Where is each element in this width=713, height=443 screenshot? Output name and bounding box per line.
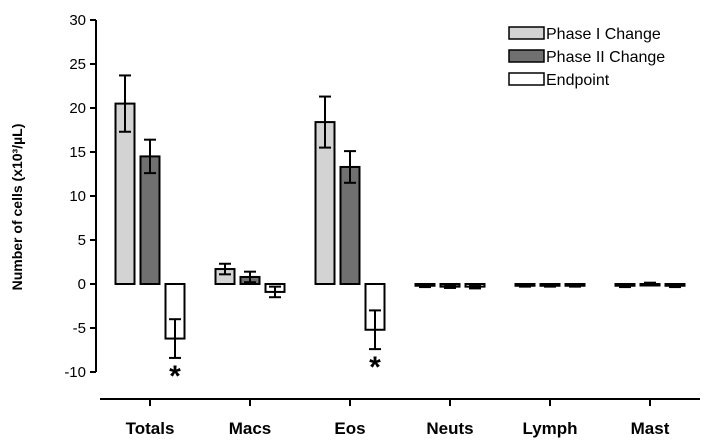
y-tick-label: 0 [78, 276, 86, 293]
error-bar [544, 283, 556, 288]
error-bar [369, 309, 381, 351]
error-bar [319, 95, 331, 149]
legend-label: Phase II Change [546, 49, 665, 66]
error-bar [669, 283, 681, 289]
x-tick-label: Macs [229, 419, 272, 438]
significance-marker: * [169, 360, 181, 393]
y-tick-label: -10 [64, 364, 86, 381]
error-bar [169, 318, 181, 359]
error-bar [519, 283, 531, 288]
x-tick-label: Lymph [522, 419, 577, 438]
legend-swatch [508, 26, 545, 40]
error-bar [244, 270, 256, 284]
legend-swatch [508, 72, 545, 86]
y-tick-label: 30 [69, 12, 86, 29]
legend: Phase I Change Phase II Change Endpoint [508, 26, 665, 89]
x-tick-label: Eos [334, 419, 365, 438]
bars: * * [114, 74, 686, 393]
error-bar [144, 138, 156, 175]
x-tick-label: Totals [126, 419, 175, 438]
x-tick-label: Mast [631, 419, 670, 438]
error-bar [644, 281, 656, 287]
bar [339, 165, 361, 286]
axes: -10 -5 0 5 10 15 20 25 30 Totals Macs Eos Neuts Lymph… [64, 12, 700, 438]
y-tick-label: 5 [78, 232, 86, 249]
y-tick-label: 10 [69, 188, 86, 205]
bar [139, 155, 161, 285]
y-tick-label: 20 [69, 100, 86, 117]
y-axis-title: Number of cells (x10³/µL) [9, 124, 25, 291]
y-tick-label: -5 [73, 320, 86, 337]
significance-marker: * [369, 351, 381, 384]
error-bar [469, 283, 481, 290]
error-bar [419, 283, 431, 289]
legend-swatch [508, 49, 545, 63]
error-bar [619, 283, 631, 289]
error-bar [219, 262, 231, 276]
error-bar [344, 150, 356, 184]
error-bar [444, 284, 456, 289]
error-bar [269, 285, 281, 299]
error-bar [569, 283, 581, 288]
error-bar [119, 74, 131, 133]
y-tick-label: 15 [69, 144, 86, 161]
y-tick-label: 25 [69, 56, 86, 73]
x-tick-label: Neuts [426, 419, 473, 438]
legend-label: Phase I Change [546, 26, 661, 43]
legend-label: Endpoint [546, 72, 610, 89]
